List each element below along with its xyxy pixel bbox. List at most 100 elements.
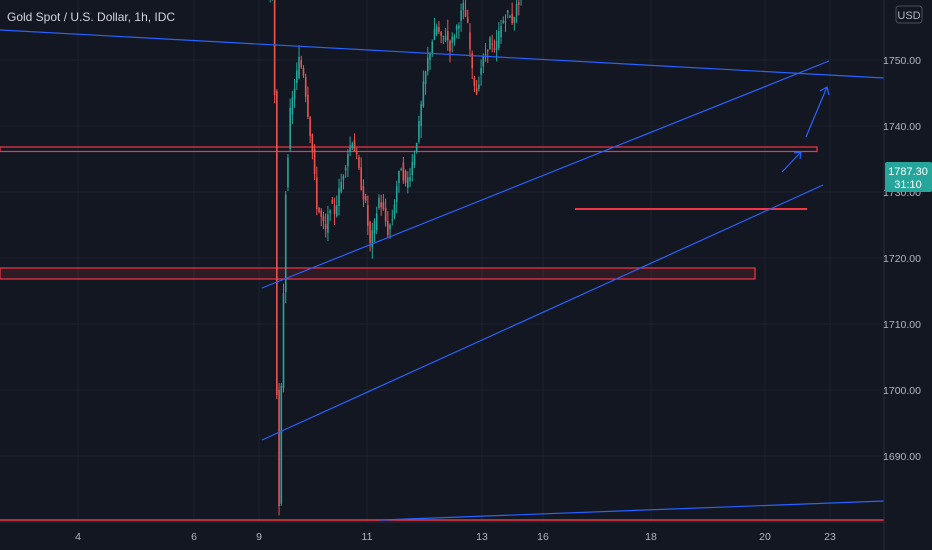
candle	[371, 222, 374, 259]
candle-body	[451, 36, 454, 43]
candle-body	[469, 32, 471, 50]
channel-lower-line[interactable]	[261, 184, 824, 441]
candle	[375, 206, 378, 235]
symbol-title[interactable]: Gold Spot / U.S. Dollar, 1h, IDC	[7, 10, 175, 24]
drawings-back	[0, 146, 884, 521]
candle	[473, 75, 476, 93]
price-tick-label: 1740.00	[883, 121, 921, 133]
candle	[369, 220, 371, 252]
candle-body	[371, 230, 374, 248]
candle-body	[482, 56, 485, 67]
resistance-zone-upper[interactable]	[0, 146, 818, 153]
candle	[355, 147, 358, 160]
candle	[273, 0, 276, 103]
support-zone-middle[interactable]	[0, 267, 756, 280]
candle	[446, 19, 449, 51]
candle-body	[411, 161, 414, 175]
time-axis[interactable]: 4 6 9 11 13 16 18 20 23	[0, 521, 884, 543]
candle	[347, 149, 349, 178]
candle	[309, 116, 311, 144]
low-trendline[interactable]	[379, 500, 885, 521]
candle	[316, 166, 318, 216]
candle-body	[382, 202, 385, 210]
candle-body	[431, 41, 434, 54]
candle	[491, 34, 493, 53]
candle-body	[362, 186, 365, 200]
candle	[320, 208, 323, 227]
candle-body	[344, 167, 347, 171]
candle-countdown: 31:10	[894, 179, 922, 191]
candle-body	[273, 0, 276, 96]
candle	[395, 180, 398, 214]
candle	[484, 42, 487, 62]
candle-body	[278, 389, 280, 507]
time-tick-label: 23	[824, 531, 836, 543]
candle-body	[475, 88, 478, 95]
candle	[478, 76, 480, 92]
candles	[269, 0, 522, 516]
candle-body	[495, 40, 498, 51]
candle	[349, 136, 351, 156]
candle-body	[313, 148, 316, 175]
candle	[506, 9, 509, 19]
candle-body	[460, 10, 462, 21]
candle-body	[433, 29, 436, 41]
candle-body	[327, 214, 329, 233]
candle	[367, 195, 369, 235]
candle	[413, 150, 416, 169]
candle-body	[462, 3, 465, 11]
candle	[415, 142, 418, 154]
candle-body	[506, 10, 509, 13]
price-tick-label: 1760.00	[883, 0, 921, 1]
time-tick-label: 13	[476, 531, 488, 543]
channel-upper-line[interactable]	[261, 60, 830, 289]
candle-body	[404, 170, 407, 183]
candle	[304, 73, 307, 103]
candle-body	[498, 31, 500, 48]
forecast-arrow-long[interactable]	[805, 86, 828, 138]
price-axis[interactable]: USD 1690.001700.001710.001720.001730.001…	[883, 0, 932, 550]
candle-body	[442, 35, 445, 37]
candle-body	[493, 48, 496, 50]
candle	[455, 24, 458, 39]
candle-body	[291, 97, 294, 115]
descending-trendline[interactable]	[0, 29, 885, 79]
candle-body	[335, 204, 338, 217]
candle	[418, 115, 420, 144]
candle-body	[347, 154, 349, 167]
candle-body	[367, 205, 369, 226]
candle	[280, 383, 283, 506]
time-tick-label: 4	[75, 531, 81, 543]
candle	[313, 144, 316, 180]
candle	[358, 154, 360, 170]
candle	[449, 39, 451, 63]
candle-body	[455, 25, 458, 30]
forecast-arrow-short[interactable]	[781, 151, 802, 173]
grid	[0, 0, 884, 522]
candle-body	[402, 162, 405, 181]
candle	[340, 173, 343, 194]
candle	[378, 194, 380, 210]
candle-body	[302, 68, 305, 76]
candle	[402, 156, 405, 184]
candle	[351, 141, 354, 151]
candle-body	[440, 32, 442, 36]
candle	[338, 178, 340, 216]
candle-body	[276, 90, 278, 396]
candle-body	[309, 117, 311, 137]
candle-body	[318, 207, 320, 212]
currency-box[interactable]	[895, 5, 923, 24]
candle	[493, 39, 496, 53]
candle	[513, 16, 516, 31]
candle	[353, 133, 356, 152]
candle	[278, 383, 280, 516]
candle-body	[458, 25, 460, 29]
candle-body	[473, 77, 476, 87]
candle-body	[282, 293, 285, 389]
candle-body	[304, 76, 307, 97]
candle-body	[424, 71, 427, 85]
candle-body	[515, 3, 518, 17]
candle	[480, 59, 482, 86]
